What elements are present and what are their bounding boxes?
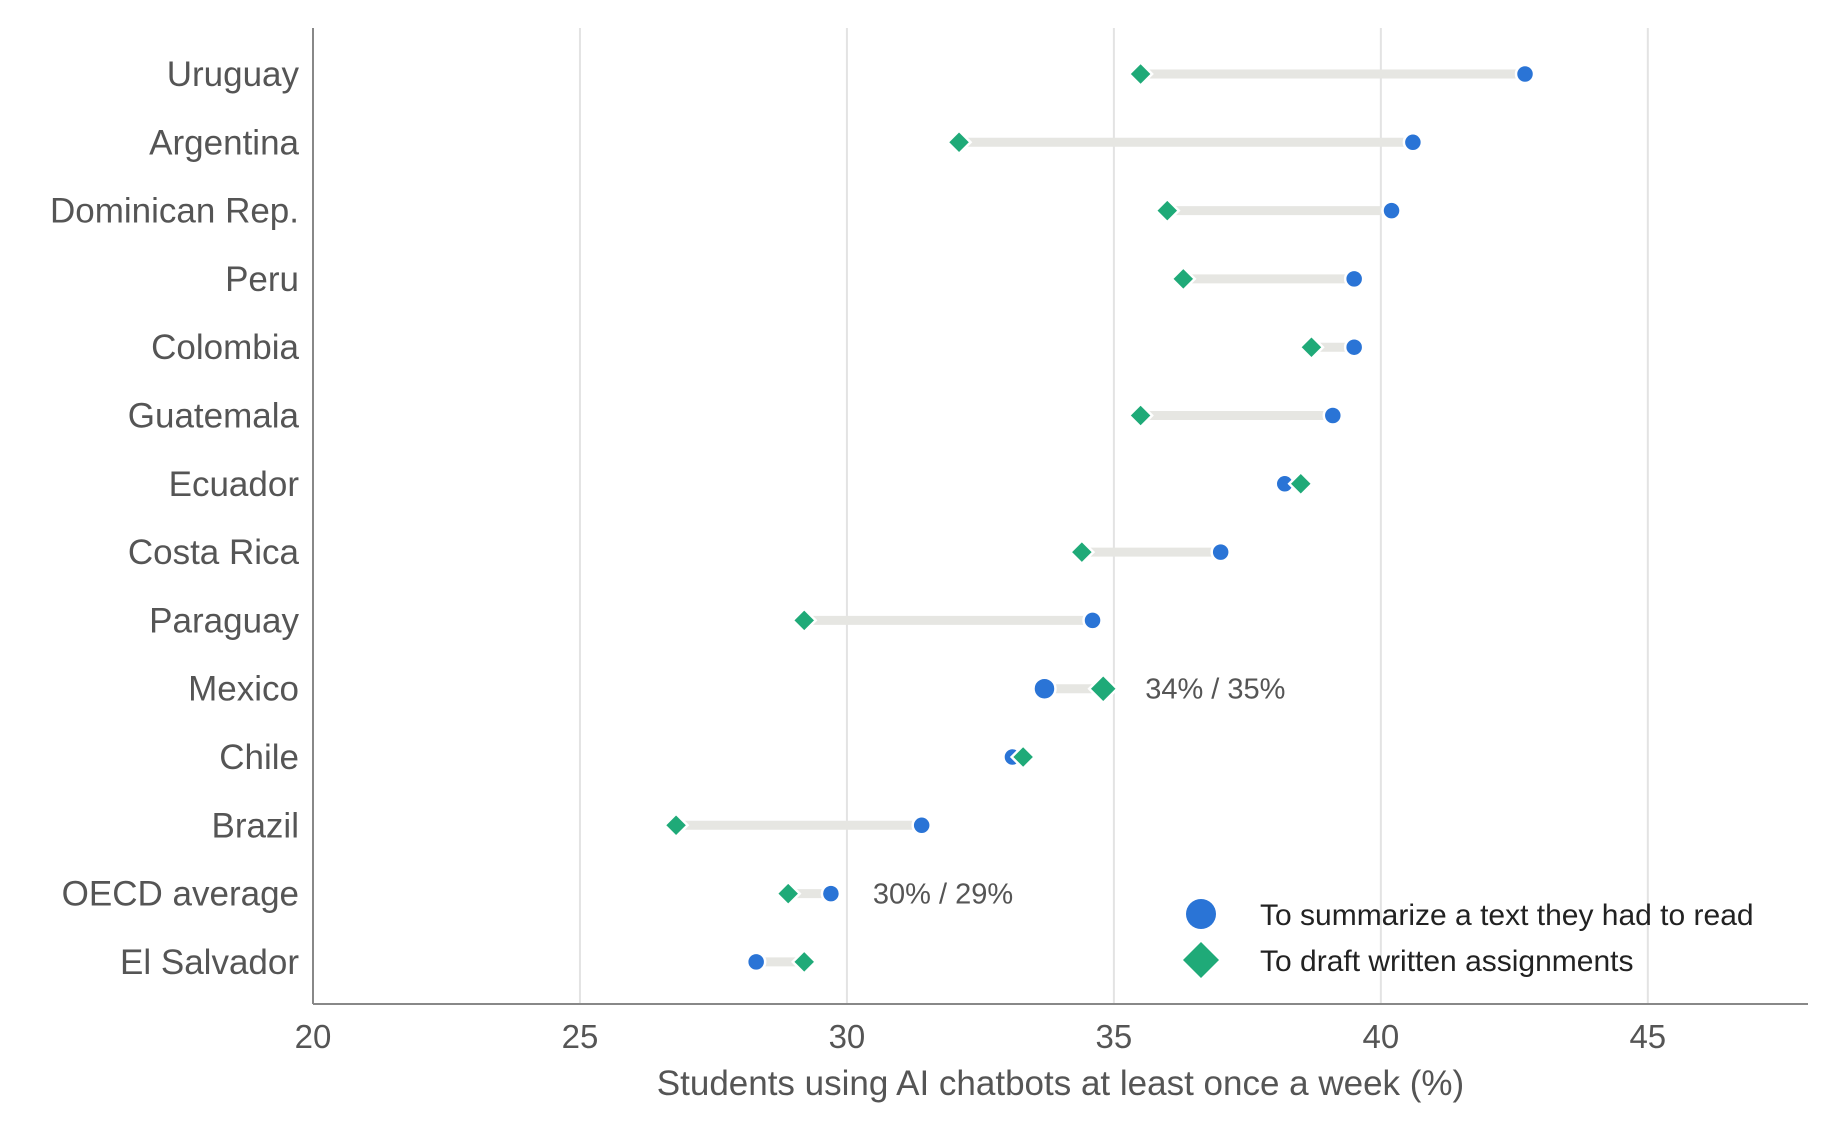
point-summarize-colombia [1343,336,1365,358]
point-summarize-el-salvador [745,951,767,973]
point-draft-ecuador [1287,470,1315,498]
point-summarize-argentina [1402,132,1424,153]
category-label-el-salvador: El Salvador [120,943,299,982]
category-label-dominican-rep: Dominican Rep. [50,192,299,231]
point-summarize-brazil [911,815,932,836]
point-summarize-paraguay [1082,610,1103,631]
category-label-uruguay: Uruguay [167,55,300,94]
x-tick-label-20: 20 [295,1018,332,1055]
legend-label-summarize: To summarize a text they had to read [1260,899,1754,932]
point-draft-dominican-rep [1154,197,1181,224]
point-summarize-costa-rica [1210,541,1231,563]
point-draft-mexico [1087,672,1119,705]
x-tick-label-40: 40 [1362,1018,1399,1055]
category-label-peru: Peru [225,260,299,299]
point-draft-peru [1170,265,1197,293]
legend-marker-summarize [1186,899,1216,929]
x-tick-label-25: 25 [562,1018,599,1055]
category-label-colombia: Colombia [151,328,299,367]
x-axis-title: Students using AI chatbots at least once… [657,1064,1464,1103]
point-summarize-guatemala [1322,405,1344,426]
point-summarize-uruguay [1514,63,1536,85]
legend-label-draft: To draft written assignments [1260,945,1634,978]
x-tick-label-30: 30 [829,1018,866,1055]
annotation-mexico: 34% / 35% [1145,674,1285,706]
category-label-guatemala: Guatemala [128,397,300,436]
point-draft-brazil [662,812,690,839]
point-summarize-dominican-rep [1381,200,1402,221]
point-draft-el-salvador [790,948,818,976]
category-label-costa-rica: Costa Rica [128,533,300,572]
point-draft-guatemala [1127,402,1154,429]
axes: 20 25 30 35 40 45 Students using AI chatbots a… [295,28,1808,1103]
point-summarize-oecd-average [820,883,842,904]
category-label-argentina: Argentina [149,123,299,162]
point-draft-costa-rica [1068,538,1096,566]
point-summarize-peru [1343,268,1365,290]
point-draft-argentina [945,129,973,156]
legend-marker-draft [1183,942,1219,978]
point-draft-uruguay [1127,60,1154,88]
point-draft-colombia [1298,333,1325,361]
category-label-ecuador: Ecuador [169,465,300,504]
markers [662,60,1536,976]
category-label-paraguay: Paraguay [149,601,299,640]
legend: To summarize a text they had to read To d… [1183,899,1754,978]
labels: Uruguay Argentina Dominican Rep. Peru Colomb… [50,55,1285,982]
category-label-chile: Chile [219,738,299,777]
point-draft-chile [1009,743,1037,771]
category-label-brazil: Brazil [211,806,299,845]
point-draft-oecd-average [774,880,802,907]
x-tick-label-45: 45 [1629,1018,1666,1055]
category-label-mexico: Mexico [188,670,299,709]
gridlines [578,28,1649,1004]
point-draft-paraguay [790,607,818,634]
x-tick-label-35: 35 [1096,1018,1133,1055]
point-summarize-mexico [1032,676,1057,701]
category-label-oecd-average: OECD average [62,875,299,914]
annotation-oecd-average: 30% / 29% [873,879,1013,911]
